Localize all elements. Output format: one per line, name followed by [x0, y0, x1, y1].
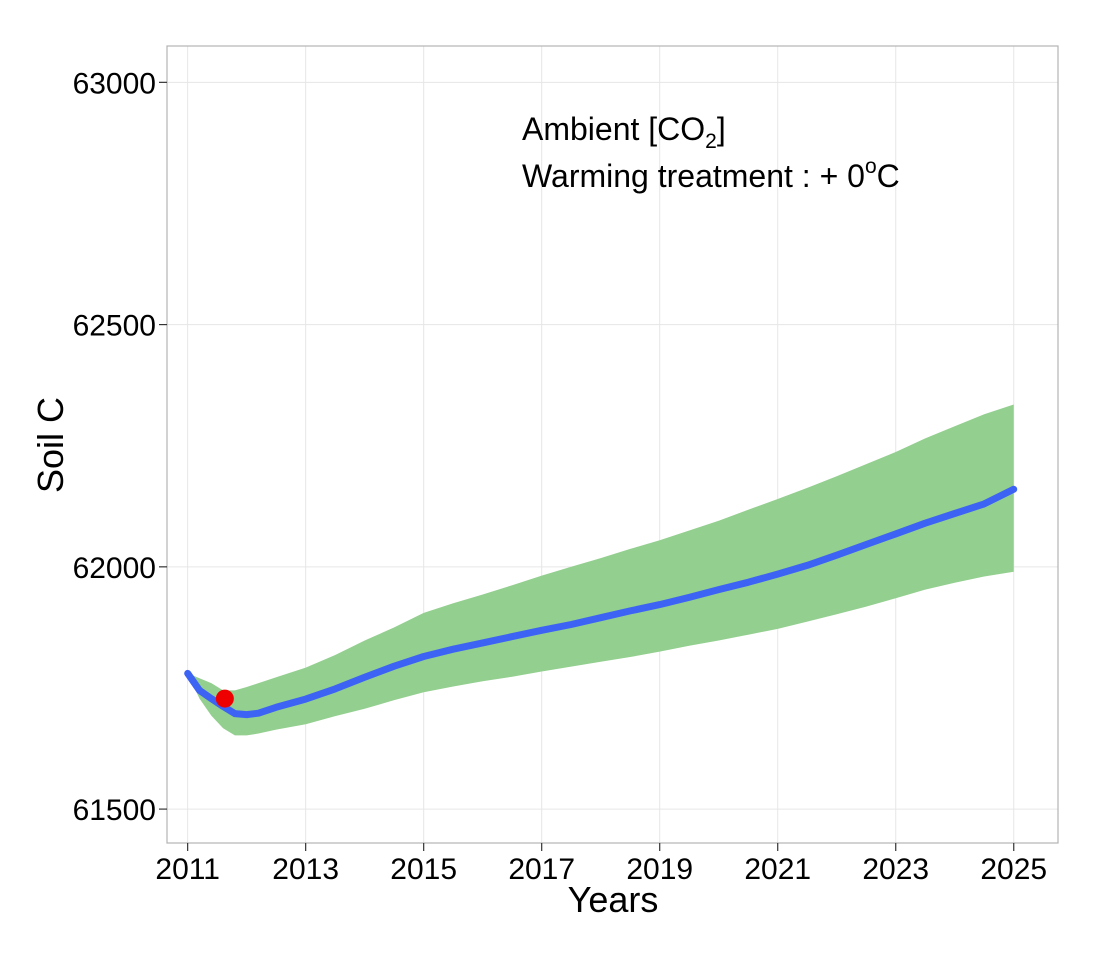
x-tick-label: 2023: [862, 853, 929, 886]
x-tick-label: 2013: [272, 853, 339, 886]
uncertainty-band: [187, 404, 1014, 736]
soil-c-line-group: [184, 485, 1018, 719]
uncertainty-band-group: [187, 404, 1014, 736]
y-tick-label: 63000: [73, 67, 156, 100]
y-tick-label: 62000: [73, 552, 156, 585]
y-tick-label: 61500: [73, 794, 156, 827]
x-tick-label: 2021: [744, 853, 811, 886]
plot-frame: [166, 45, 1059, 844]
x-tick-label: 2019: [626, 853, 693, 886]
x-axis-title: Years: [568, 879, 659, 920]
soil-c-line: [184, 485, 1018, 719]
annotation-co2: Ambient [CO2]: [522, 111, 726, 153]
observation-point: [215, 689, 234, 708]
y-axis-title: Soil C: [30, 397, 71, 493]
x-tick-label: 2017: [508, 853, 575, 886]
x-tick-label: 2025: [980, 853, 1047, 886]
annotation-warming: Warming treatment : + 0oC: [522, 155, 900, 194]
observation-point-group: [215, 689, 234, 708]
y-tick-label: 62500: [73, 310, 156, 343]
x-tick-label: 2015: [390, 853, 457, 886]
axis-ticks: 2011 2013 2015 2017 2019 2021 2023 2025 61500 620…: [73, 67, 1048, 886]
x-tick-label: 2011: [155, 853, 220, 886]
